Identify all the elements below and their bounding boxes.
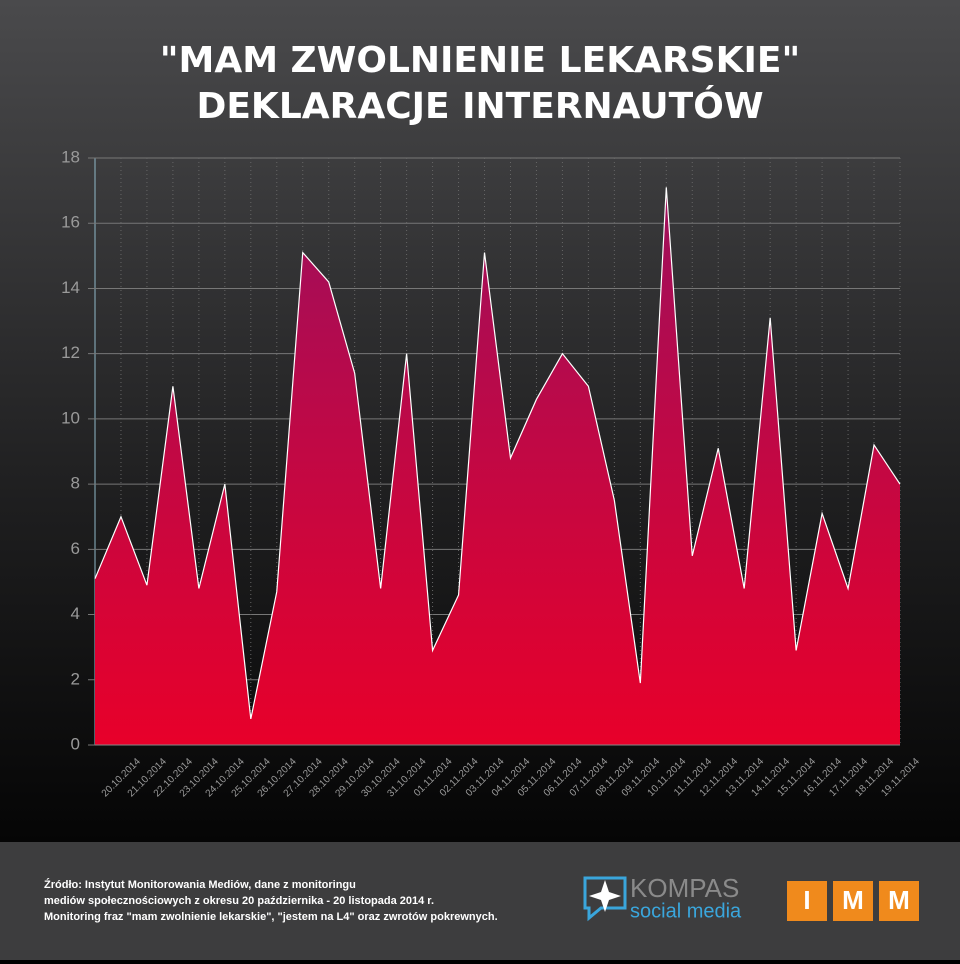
- logo-icon: [583, 876, 627, 922]
- logo-letter: M: [842, 885, 864, 915]
- y-tick-label: 0: [71, 734, 80, 753]
- chart-title: "MAM ZWOLNIENIE LEKARSKIE": [160, 40, 801, 81]
- logo-box: [833, 881, 873, 921]
- y-tick-label: 4: [71, 604, 80, 623]
- logo-letter: I: [803, 885, 810, 915]
- source: mediów społecznościowych z okresu 20 paź…: [44, 895, 434, 907]
- y-tick-label: 8: [71, 474, 80, 493]
- logo-text: social media: [630, 900, 742, 922]
- y-tick-label: 14: [61, 278, 80, 297]
- y-tick-label: 10: [61, 408, 80, 427]
- area: [95, 187, 900, 746]
- line: [94, 187, 901, 720]
- y-tick-label: 18: [61, 147, 80, 166]
- kompas-logo: KOMPAS social media: [583, 873, 742, 922]
- logo-icon: [589, 880, 621, 912]
- source: Monitoring fraz "mam zwolnienie lekarski…: [44, 911, 498, 923]
- logo-text: KOMPAS: [630, 873, 739, 903]
- logo-letter: M: [888, 885, 910, 915]
- logo-box: [787, 881, 827, 921]
- y-tick-label: 6: [71, 539, 80, 558]
- logo-box: [879, 881, 919, 921]
- source: Źródło: Instytut Monitorowania Mediów, d…: [44, 878, 356, 891]
- y-tick-label: 2: [71, 669, 80, 688]
- y-tick-label: 12: [61, 343, 80, 362]
- chart-subtitle: DEKLARACJE INTERNAUTÓW: [196, 85, 763, 127]
- y-tick-label: 16: [61, 213, 80, 232]
